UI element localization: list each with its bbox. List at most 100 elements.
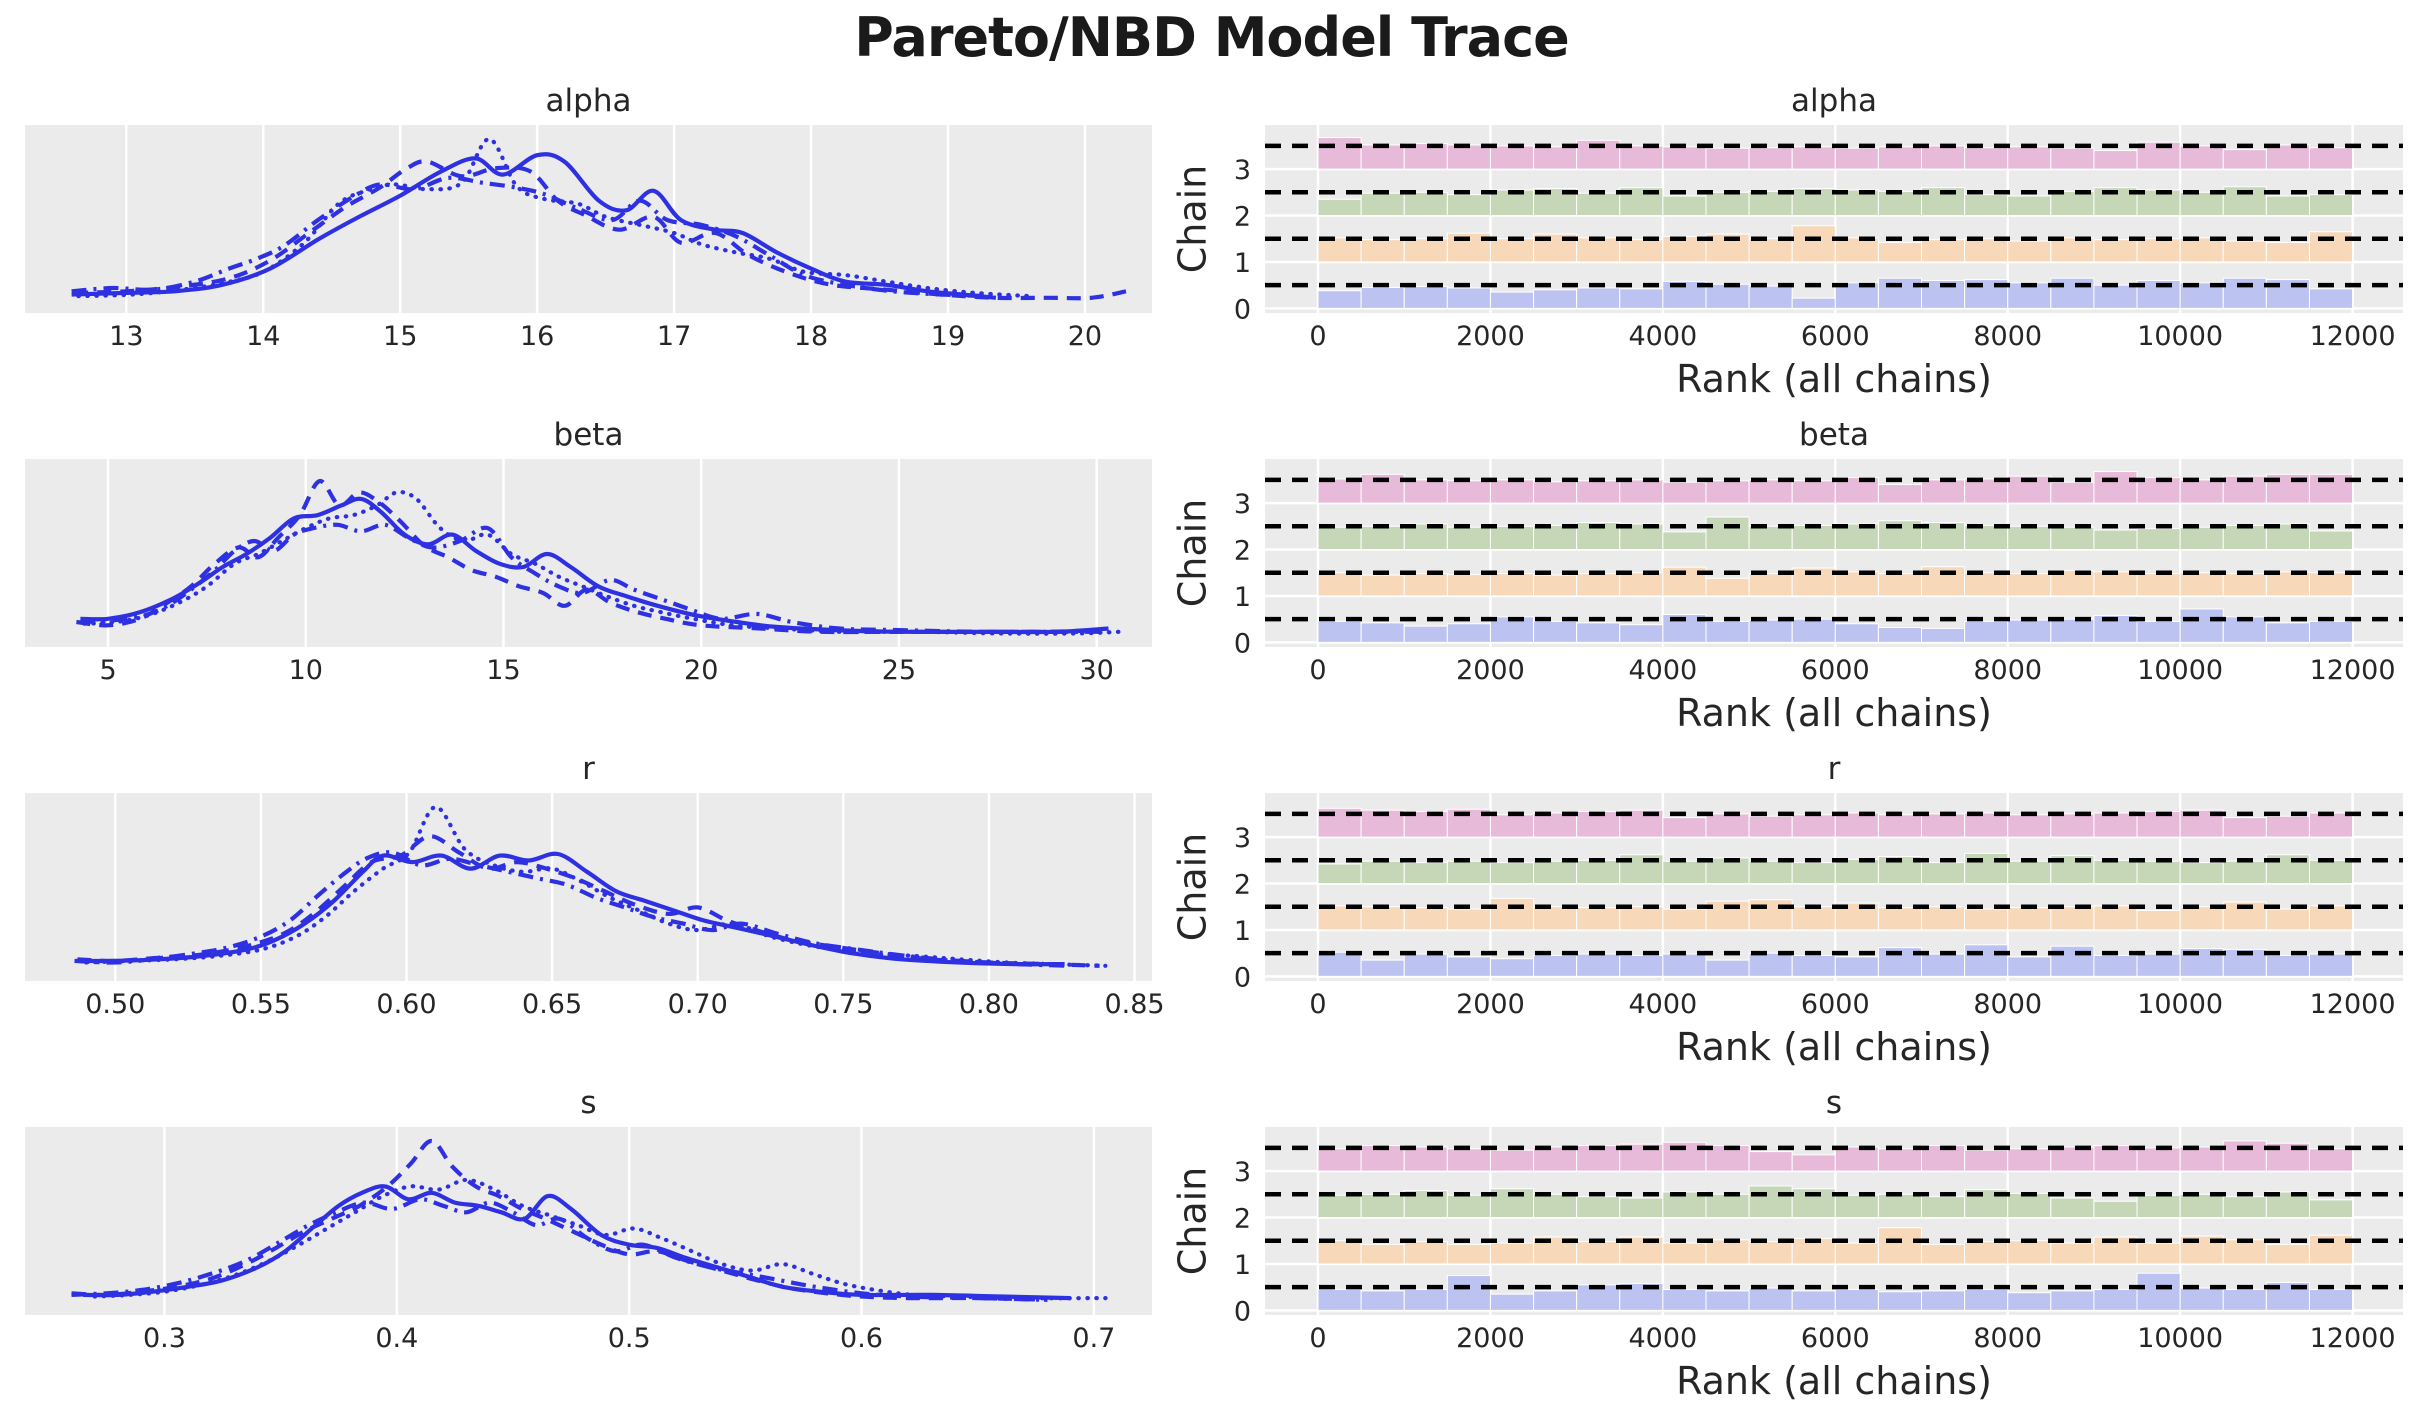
rank-bar-chain-3 [2093,150,2138,170]
kde-x-tick-label: 20 [1068,321,1102,352]
rank-bar-chain-3 [1877,1148,1923,1172]
rank-bar-chain-0 [2222,277,2267,309]
rank-bar-chain-1 [1748,899,1793,931]
rank-bar-chain-2 [1360,1193,1405,1219]
rank-bar-chain-2 [2179,862,2224,885]
rank-y-tick-label: 0 [1234,1296,1251,1327]
rank-bar-chain-1 [1705,577,1750,597]
rank-bar-chain-0 [1964,944,2009,977]
rank-bar-chain-1 [1877,1227,1923,1265]
rank-bar-chain-3 [1791,814,1836,838]
rank-bar-chain-0 [2136,620,2181,643]
rank-bar-chain-0 [1705,959,1750,977]
rank-bar-chain-0 [1748,1287,1793,1311]
rank-bar-chain-3 [2179,145,2224,170]
rank-bar-chain-3 [2050,147,2095,170]
rank-bar-chain-1 [1921,906,1966,931]
kde-x-tick-label: 30 [1079,655,1113,686]
rank-bar-chain-0 [1834,623,1879,643]
rank-bar-chain-0 [1791,954,1836,977]
rank-bar-chain-0 [1403,1288,1448,1311]
rank-bar-chain-3 [1921,145,1966,170]
kde-plot-background [25,459,1152,647]
rank-bar-chain-1 [2308,572,2354,597]
kde-x-tick-label: 0.55 [231,989,291,1020]
rank-bar-chain-3 [1964,478,2009,504]
rank-bar-chain-3 [1576,480,1621,504]
rank-bar-chain-2 [2179,526,2224,551]
kde-x-tick-label: 0.4 [375,1323,418,1354]
rank-x-tick-label: 12000 [2310,989,2396,1020]
rank-bar-chain-2 [2222,860,2267,885]
rank-y-tick-label: 0 [1234,962,1251,993]
rank-bar-chain-0 [2050,277,2095,309]
rank-bar-chain-0 [2265,622,2310,643]
rank-bar-chain-2 [2136,528,2181,551]
kde-x-tick-label: 16 [520,321,554,352]
rank-bar-chain-1 [2265,908,2310,931]
rank-bar-chain-3 [2308,147,2354,170]
rank-bar-chain-1 [1921,239,1966,263]
row-s: s 0.3 0.4 0.5 0.6 0.7 s Chain 0 1 2 3 0 2000 4000 6… [0,1083,2423,1413]
kde-x-tick-label: 19 [931,321,965,352]
rank-bar-chain-0 [1964,1288,2009,1311]
kde-curve-chain-3 [92,1177,1108,1301]
kde-title-s: s [580,1085,597,1121]
rank-bar-chain-2 [1446,1194,1491,1219]
rank-bar-chain-1 [1662,908,1707,931]
rank-bar-chain-3 [2222,817,2267,838]
rank-bar-chain-1 [2179,237,2224,263]
rank-bar-chain-3 [2265,815,2310,838]
rank-bar-chain-0 [1619,624,1664,643]
kde-x-tick-label: 0.3 [143,1323,186,1354]
rank-bar-chain-3 [1748,147,1793,170]
rank-bar-chain-3 [1489,145,1535,170]
rank-title-alpha: alpha [1791,83,1877,119]
rank-bar-chain-0 [1317,951,1362,977]
rank-bar-chain-2 [1748,190,1793,217]
rank-bar-chain-1 [2222,573,2267,597]
rank-x-tick-label: 2000 [1456,655,1525,686]
rank-bar-chain-3 [1877,814,1923,838]
kde-x-tick-label: 15 [486,655,520,686]
rank-bar-chain-3 [1791,146,1836,170]
rank-title-s: s [1825,1085,1843,1121]
rank-bar-chain-1 [2136,909,2181,931]
rank-bar-chain-2 [1533,524,1578,551]
rank-bar-chain-0 [2050,618,2095,643]
rank-bar-chain-1 [1619,239,1664,263]
kde-curve-chain-2 [71,175,990,299]
rank-y-tick-label: 2 [1234,202,1251,233]
rank-bar-chain-1 [1446,1243,1491,1265]
rank-bar-chain-1 [2093,239,2138,263]
kde-x-tick-label: 0.5 [608,1323,651,1354]
rank-bar-chain-2 [2136,1194,2181,1219]
rank-bar-chain-2 [1360,860,1405,885]
rank-bar-chain-2 [2222,524,2267,551]
rank-bar-chain-1 [1705,1239,1750,1265]
rank-title-r: r [1827,751,1841,787]
kde-curve-chain-0 [77,851,1065,967]
kde-curve-chain-3 [82,490,1123,636]
kde-curve-chain-3 [76,136,1033,299]
kde-x-tick-label: 0.75 [813,989,873,1020]
rank-bar-chain-3 [2050,481,2095,504]
rank-bar-chain-2 [1705,1193,1750,1219]
rank-bar-chain-2 [2007,860,2052,885]
rank-bar-chain-0 [1360,1290,1405,1311]
rank-bar-chain-2 [1877,190,1923,217]
rank-bar-chain-1 [1489,1242,1535,1265]
rank-bar-chain-2 [1662,195,1707,217]
rank-x-tick-label: 6000 [1801,655,1870,686]
kde-plot-beta: 5 10 15 20 25 30 [25,459,1152,686]
rank-x-tick-label: 4000 [1629,989,1698,1020]
rank-bar-chain-2 [2308,859,2354,885]
rank-y-tick-label: 3 [1234,823,1251,854]
rank-bar-chain-0 [2136,1272,2181,1311]
rank-bar-chain-1 [1317,237,1362,263]
rank-bar-chain-1 [1662,1242,1707,1265]
rank-x-tick-label: 2000 [1456,1323,1525,1354]
rank-bar-chain-0 [1921,627,1966,643]
rank-bar-chain-0 [2222,1288,2267,1311]
rank-bar-chain-3 [1360,144,1405,170]
